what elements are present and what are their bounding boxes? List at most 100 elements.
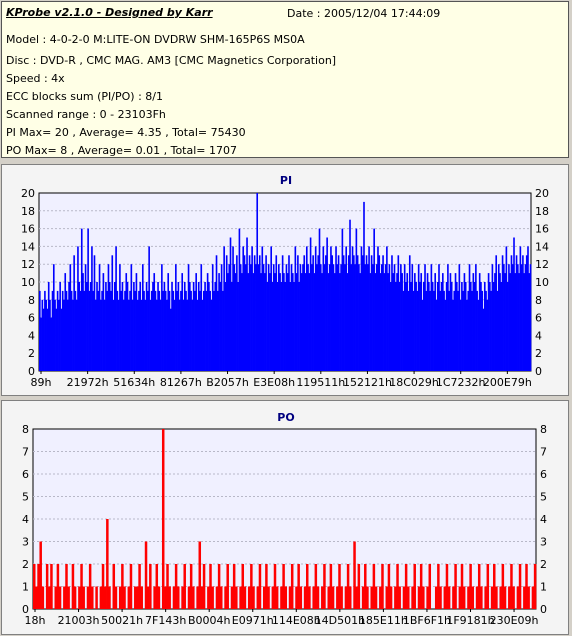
pi-bar [482, 308, 485, 371]
pi-bar [84, 264, 87, 371]
po-bar [258, 564, 262, 609]
pi-bar [314, 246, 317, 371]
po-bar [166, 564, 169, 609]
pi-bar [286, 273, 289, 371]
pi-bar [161, 264, 163, 371]
pi-chart-panel: PI 0 0 2 2 4 4 6 6 8 8 10 10 12 12 14 14 16 16 18 18 20 20 89h… [1, 164, 569, 396]
pi-bar [274, 273, 276, 371]
pi-bar [281, 255, 284, 371]
pi-bar [508, 264, 510, 371]
pi-bar [483, 282, 486, 371]
pi-bar [251, 246, 253, 371]
pi-bar [463, 273, 466, 371]
pi-bar [392, 273, 395, 371]
pi-bar [393, 264, 396, 371]
po-bar [314, 564, 318, 609]
pi-bar [424, 264, 426, 371]
po-bar [499, 586, 502, 609]
pi-xtick-label: 51634h [113, 376, 155, 389]
po-bar [327, 586, 330, 609]
po-bar [374, 586, 378, 609]
pi-bar [220, 264, 223, 371]
po-ytick-right: 4 [540, 513, 547, 526]
pi-bar [450, 282, 453, 371]
pi-bar [302, 264, 304, 371]
pi-bar [353, 255, 355, 371]
pi-bar [215, 255, 218, 371]
po-bar [299, 586, 303, 609]
po-bar [232, 564, 236, 609]
pi-bar [176, 290, 178, 371]
pi-bar [200, 264, 203, 371]
pi-bar [222, 290, 224, 371]
pi-bar [351, 246, 354, 371]
po-bar [215, 586, 219, 609]
pi-bar [375, 264, 378, 371]
po-bar [346, 564, 350, 609]
pi-bar [367, 264, 369, 371]
po-bar [495, 586, 498, 609]
pi-bar [408, 255, 411, 371]
pi-ytick-right: 12 [535, 258, 549, 271]
pi-bar [114, 282, 116, 371]
po-bar [88, 564, 92, 609]
pi-ytick-left: 20 [21, 187, 35, 200]
pi-bar [262, 264, 265, 371]
pi-bar [378, 255, 381, 371]
pi-bar [349, 219, 351, 371]
pi-bar [162, 290, 164, 371]
pi-bar [311, 264, 313, 371]
pi-bar [372, 264, 374, 371]
po-bar [50, 564, 53, 609]
po-bar [355, 586, 358, 609]
po-chart: PO 0 0 1 1 2 2 3 3 4 4 5 5 6 6 7 7 8 8 18h 21003h 50021h 7F14… [22, 411, 547, 627]
pi-bar [476, 290, 478, 371]
pi-bar [435, 299, 438, 371]
pi-bar [471, 290, 473, 371]
pi-bar [506, 282, 509, 371]
pi-xtick-label: 200E79h [483, 376, 532, 389]
pi-bar [383, 273, 386, 371]
po-bar [211, 586, 214, 609]
pi-bar [219, 282, 222, 371]
pi-bar [459, 299, 462, 371]
pi-xtick-label: 1C7232h [436, 376, 486, 389]
pi-bar [64, 273, 67, 371]
pi-bar [56, 290, 59, 371]
pi-bar [190, 290, 192, 371]
po-bar [200, 586, 204, 609]
pi-bar [394, 282, 397, 371]
pi-bar [293, 282, 295, 371]
pi-bar [373, 228, 375, 371]
po-bar [58, 586, 62, 609]
pi-bar [323, 264, 326, 371]
po-bar [280, 586, 283, 609]
po-ytick-right: 3 [540, 536, 547, 549]
po-bar [129, 564, 133, 609]
pi-bar [224, 282, 227, 371]
pi-bar [238, 228, 241, 371]
pi-bar [127, 299, 130, 371]
pi-bar [317, 255, 320, 371]
pi-bar [51, 290, 54, 371]
pi-bar [110, 290, 112, 371]
po-bar [82, 586, 85, 609]
pi-bar [411, 264, 414, 371]
po-bar [480, 586, 483, 609]
pi-bar [173, 299, 176, 371]
pi-bar [469, 282, 472, 371]
po-bar [207, 586, 210, 609]
po-bar [348, 586, 352, 609]
pi-bar [288, 255, 290, 371]
po-bar [112, 564, 116, 609]
pi-bar [529, 264, 532, 371]
po-ytick-right: 2 [540, 558, 547, 571]
po-xtick-label: 1F9181h [446, 614, 494, 627]
pi-bar [164, 290, 167, 371]
pi-bar [275, 255, 278, 371]
pi-bar [150, 290, 153, 371]
pi-ytick-right: 20 [535, 187, 549, 200]
pi-bar [283, 273, 285, 371]
pi-bar [440, 282, 443, 371]
po-bar [323, 564, 326, 609]
